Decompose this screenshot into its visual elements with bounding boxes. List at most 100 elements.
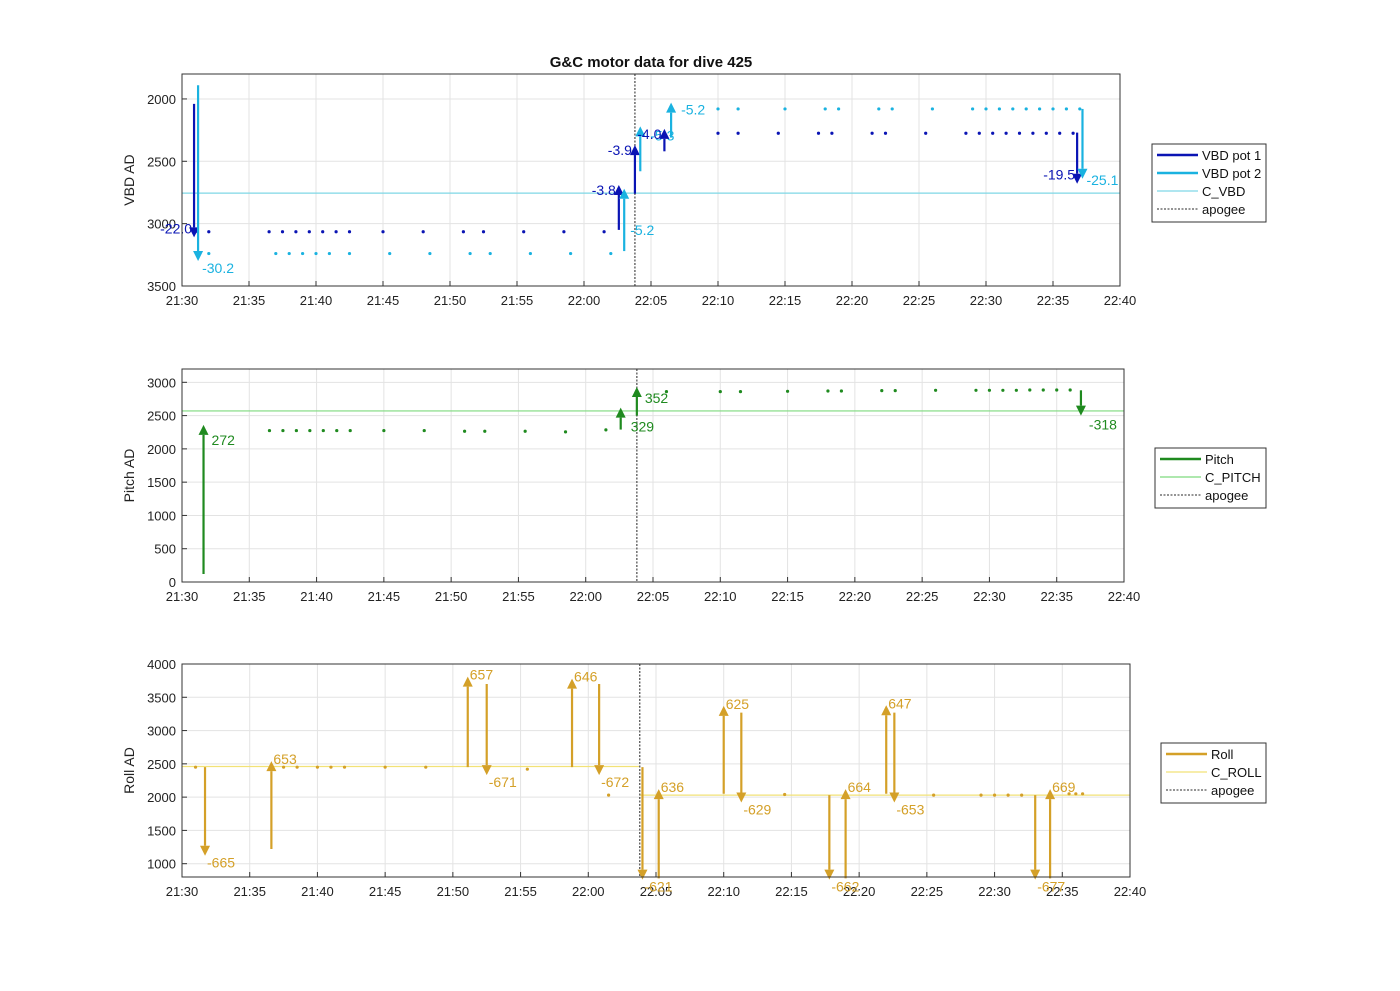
vbd-data-point <box>877 107 881 111</box>
roll-move-arrowhead <box>736 792 747 803</box>
vbd-x-tick-label: 22:20 <box>836 293 869 308</box>
roll-move-label: 647 <box>888 695 912 711</box>
pitch-data-point <box>321 428 325 433</box>
pitch-data-point <box>1055 388 1059 392</box>
vbd-x-tick-label: 21:35 <box>233 293 266 308</box>
pitch-x-tick-label: 21:30 <box>166 589 199 604</box>
roll-data-point <box>607 793 611 797</box>
roll-move-arrowhead <box>718 705 729 716</box>
vbd-move-arrowhead <box>193 251 204 262</box>
vbd-data-point <box>307 230 311 234</box>
vbd-data-point <box>830 131 834 135</box>
vbd-move-arrowhead <box>619 188 630 199</box>
vbd-move-label: -3.9 <box>608 142 632 158</box>
vbd-data-point <box>301 251 305 256</box>
vbd-move-label: -22.0 <box>160 220 192 236</box>
vbd-data-point <box>334 230 338 234</box>
roll-move-label: 646 <box>574 669 598 685</box>
pitch-y-tick-label: 1000 <box>147 508 176 523</box>
roll-data-point <box>1020 793 1024 797</box>
vbd-data-point <box>1058 131 1062 135</box>
vbd-data-point <box>837 107 841 111</box>
vbd-move-label: -5.2 <box>630 222 654 238</box>
vbd-data-point <box>716 131 720 135</box>
roll-x-tick-label: 22:35 <box>1046 884 1079 899</box>
vbd-data-point <box>1004 131 1008 135</box>
roll-move-arrowhead <box>567 678 578 689</box>
vbd-data-point <box>823 107 827 111</box>
roll-move-label: 636 <box>661 779 685 795</box>
roll-move-arrowhead <box>881 705 892 716</box>
roll-move-label: -653 <box>896 801 924 817</box>
roll-x-tick-label: 22:30 <box>978 884 1011 899</box>
pitch-data-point <box>893 389 897 393</box>
roll-x-tick-label: 22:15 <box>775 884 808 899</box>
roll-move-label: 664 <box>848 779 872 795</box>
roll-data-point <box>329 765 333 769</box>
pitch-move-arrowhead <box>631 386 642 397</box>
vbd-data-point <box>977 131 981 135</box>
vbd-x-tick-label: 22:15 <box>769 293 802 308</box>
legend-label-pitch: Pitch <box>1205 452 1234 467</box>
vbd-data-point <box>388 251 392 256</box>
vbd-data-point <box>347 251 352 256</box>
roll-data-point <box>1067 792 1071 796</box>
legend-label-c-vbd: C_VBD <box>1202 184 1245 199</box>
roll-move-arrowhead <box>481 765 492 776</box>
pitch-y-tick-label: 500 <box>154 542 176 557</box>
vbd-x-tick-label: 21:30 <box>166 293 199 308</box>
roll-data-point <box>979 793 983 797</box>
roll-data-point <box>342 765 347 769</box>
roll-x-tick-label: 21:45 <box>369 884 402 899</box>
pitch-data-point <box>604 428 608 432</box>
vbd-data-point <box>267 230 271 234</box>
pitch-data-point <box>1041 388 1045 392</box>
vbd-panel: 21:30 21:35 21:40 21:45 21:50 21:55 22:00 22:05… <box>121 73 1267 308</box>
vbd-data-point <box>736 131 740 135</box>
vbd-data-point <box>930 107 935 111</box>
vbd-data-point <box>562 230 566 234</box>
pitch-x-tick-label: 22:30 <box>973 589 1006 604</box>
pitch-x-tick-label: 22:15 <box>771 589 804 604</box>
pitch-axes-frame <box>181 368 1125 583</box>
roll-move-arrowhead <box>462 676 473 687</box>
vbd-data-point <box>347 230 352 234</box>
pitch-legend-box <box>1154 447 1267 509</box>
vbd-data-point <box>1071 131 1075 135</box>
vbd-data-point <box>971 107 975 111</box>
roll-x-tick-label: 22:05 <box>640 884 673 899</box>
vbd-x-tick-label: 21:45 <box>367 293 400 308</box>
pitch-x-tick-label: 21:40 <box>300 589 333 604</box>
vbd-move-arrowhead <box>635 126 646 137</box>
roll-move-label: -629 <box>743 801 771 817</box>
vbd-data-point <box>1078 107 1082 111</box>
roll-move-label: 657 <box>470 667 494 683</box>
pitch-data-point <box>974 388 978 392</box>
roll-move-arrowhead <box>1045 789 1056 800</box>
pitch-data-point <box>1028 388 1032 392</box>
vbd-data-point <box>314 251 318 256</box>
roll-x-tick-label: 21:30 <box>166 884 199 899</box>
roll-y-tick-label: 1000 <box>147 857 176 872</box>
roll-move-label: -665 <box>207 855 235 871</box>
roll-x-tick-label: 21:40 <box>301 884 334 899</box>
roll-move-arrowhead <box>1030 869 1041 880</box>
vbd-move-arrowhead <box>1072 173 1083 184</box>
roll-x-tick-label: 22:40 <box>1114 884 1147 899</box>
pitch-data-point <box>826 389 830 393</box>
pitch-x-tick-label: 21:55 <box>502 589 535 604</box>
roll-x-tick-label: 22:25 <box>911 884 944 899</box>
pitch-data-point <box>523 429 527 433</box>
roll-x-tick-label: 22:00 <box>572 884 605 899</box>
pitch-x-tick-label: 22:05 <box>637 589 670 604</box>
roll-data-point <box>315 765 320 769</box>
vbd-data-point <box>997 107 1002 111</box>
roll-data-point <box>992 793 997 797</box>
vbd-data-point <box>924 131 928 135</box>
pitch-x-tick-label: 21:45 <box>368 589 401 604</box>
pitch-data-point <box>1068 388 1072 392</box>
roll-y-tick-label: 3500 <box>147 690 176 705</box>
